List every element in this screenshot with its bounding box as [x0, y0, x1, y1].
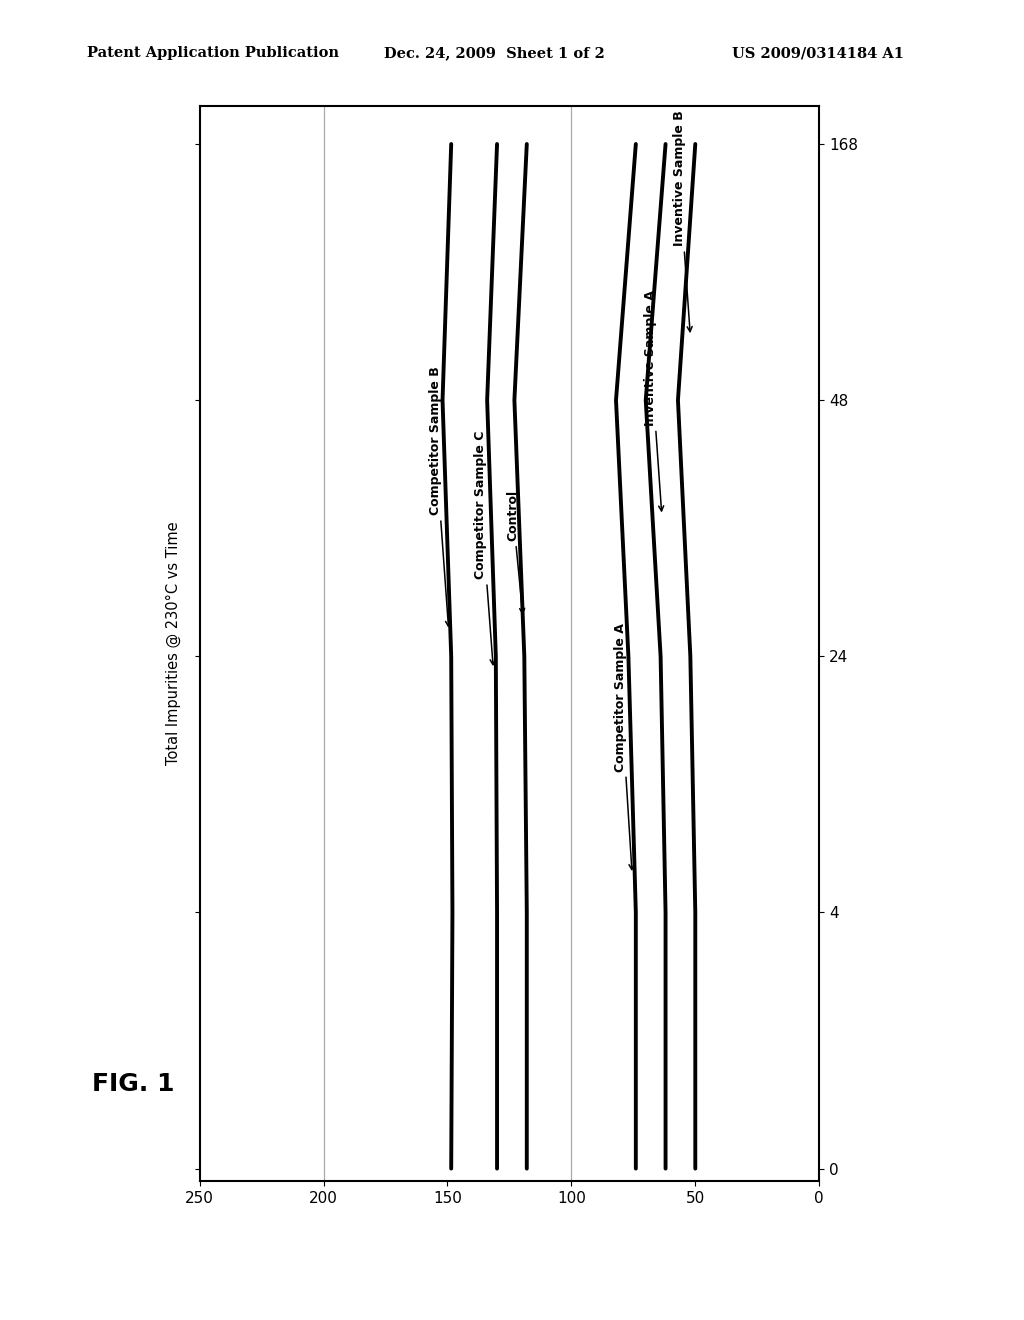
- Text: FIG. 1: FIG. 1: [92, 1072, 175, 1096]
- Text: Patent Application Publication: Patent Application Publication: [87, 46, 339, 61]
- Y-axis label: Total Impurities @ 230°C vs Time: Total Impurities @ 230°C vs Time: [166, 521, 181, 766]
- Text: Competitor Sample C: Competitor Sample C: [474, 432, 496, 665]
- Text: Competitor Sample B: Competitor Sample B: [429, 367, 451, 626]
- Text: US 2009/0314184 A1: US 2009/0314184 A1: [732, 46, 904, 61]
- Text: Inventive Sample B: Inventive Sample B: [673, 111, 692, 331]
- Text: Inventive Sample A: Inventive Sample A: [644, 290, 664, 511]
- Text: Competitor Sample A: Competitor Sample A: [614, 623, 634, 870]
- Text: Control: Control: [507, 490, 524, 614]
- Text: Dec. 24, 2009  Sheet 1 of 2: Dec. 24, 2009 Sheet 1 of 2: [384, 46, 605, 61]
